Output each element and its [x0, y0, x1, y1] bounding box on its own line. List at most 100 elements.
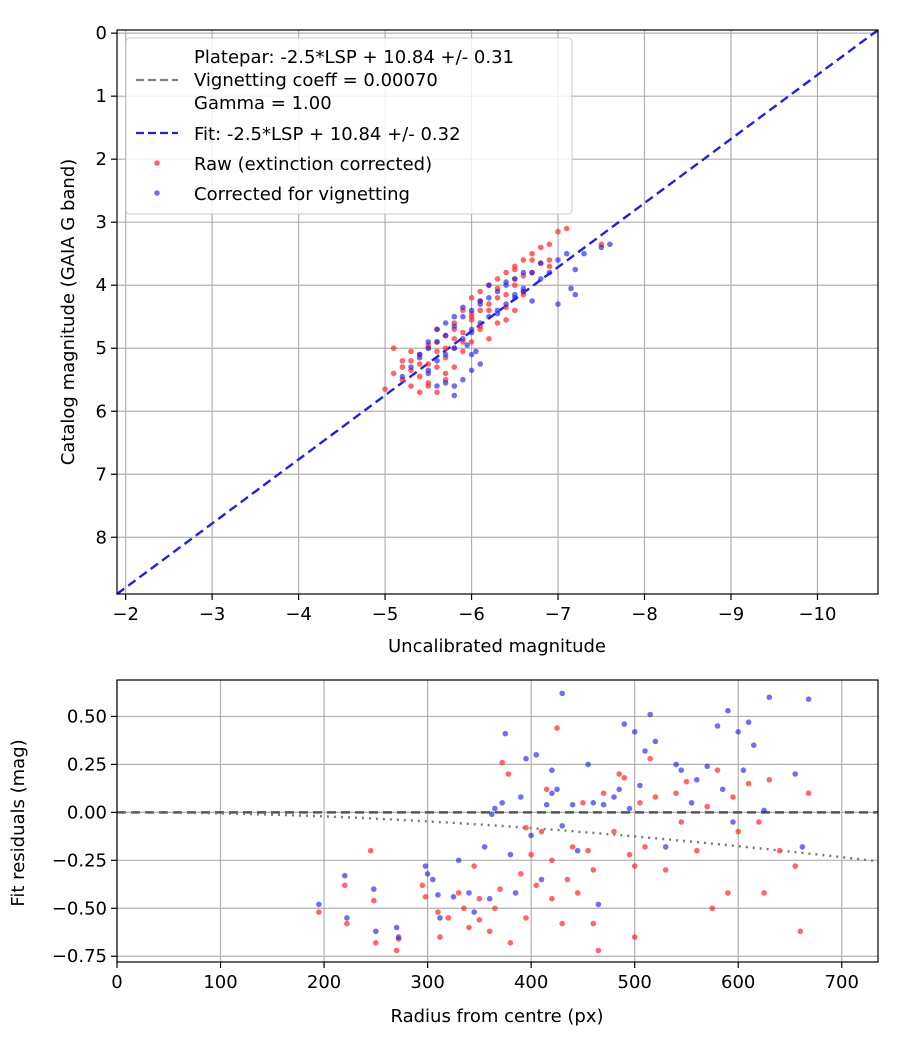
- raw-point: [492, 905, 498, 912]
- legend-fit-label: Fit: -2.5*LSP + 10.84 +/- 0.32: [194, 124, 461, 145]
- raw-point: [494, 320, 501, 326]
- raw-point: [637, 800, 643, 806]
- raw-point: [543, 786, 550, 793]
- corrected-point: [647, 711, 653, 718]
- corrected-point: [434, 383, 440, 389]
- corrected-point: [642, 748, 648, 754]
- raw-point: [390, 370, 397, 377]
- raw-point: [512, 282, 518, 289]
- y-tick-label: 1: [96, 86, 107, 107]
- raw-point: [546, 257, 553, 263]
- raw-point: [486, 928, 493, 935]
- bottom-grid: [116, 680, 878, 962]
- raw-point: [546, 241, 553, 248]
- raw-point: [505, 771, 512, 777]
- raw-point: [626, 851, 633, 858]
- x-tick-label: 400: [514, 972, 548, 993]
- corrected-point: [503, 301, 509, 307]
- raw-point: [437, 934, 443, 940]
- raw-point: [342, 882, 348, 889]
- raw-point: [477, 288, 484, 295]
- corrected-point: [590, 800, 597, 806]
- x-tick-label: −3: [199, 604, 226, 625]
- x-tick-label: −9: [718, 604, 745, 625]
- corrected-point: [477, 298, 484, 304]
- legend-platepar-line-1: Platepar: -2.5*LSP + 10.84 +/- 0.31: [194, 47, 514, 68]
- raw-point: [476, 895, 483, 902]
- raw-point: [595, 947, 602, 954]
- raw-point: [585, 847, 591, 854]
- corrected-point: [555, 257, 561, 263]
- corrected-point: [371, 886, 377, 892]
- corrected-point: [451, 383, 458, 389]
- corrected-point: [316, 901, 322, 908]
- corrected-point: [730, 819, 736, 825]
- corrected-point: [471, 909, 478, 915]
- raw-point: [399, 358, 406, 364]
- x-tick-label: 500: [618, 972, 652, 993]
- y-tick-label: 8: [96, 527, 107, 548]
- y-tick-label: 6: [96, 401, 107, 422]
- raw-point: [486, 336, 492, 342]
- raw-point: [399, 364, 406, 370]
- corrected-point: [425, 339, 432, 345]
- raw-point: [533, 882, 540, 889]
- raw-point: [373, 940, 379, 946]
- raw-point: [642, 844, 648, 850]
- y-tick-label: 0.00: [67, 802, 107, 823]
- raw-point: [766, 777, 773, 783]
- legend-raw-marker: [154, 160, 160, 166]
- raw-point: [569, 844, 576, 850]
- bottom-x-axis-label: Radius from centre (px): [390, 1006, 603, 1027]
- corrected-point: [481, 844, 488, 850]
- raw-point: [503, 291, 509, 298]
- corrected-point: [520, 285, 527, 292]
- raw-point: [486, 307, 492, 314]
- legend-platepar-line-2: Vignetting coeff = 0.00070: [194, 70, 438, 91]
- raw-point: [559, 920, 565, 927]
- x-tick-label: −10: [798, 604, 836, 625]
- corrected-point: [486, 895, 493, 902]
- raw-point: [476, 917, 483, 923]
- corrected-point: [533, 752, 540, 758]
- raw-point: [563, 225, 570, 232]
- raw-point: [621, 775, 628, 781]
- top-plot-frame: [116, 29, 879, 595]
- corrected-point: [451, 392, 458, 399]
- corrected-point: [574, 847, 581, 854]
- corrected-point: [616, 786, 622, 793]
- bottom-reference-lines: [117, 811, 879, 863]
- corrected-point: [344, 915, 350, 921]
- corrected-point: [460, 336, 466, 342]
- corrected-point: [631, 729, 638, 735]
- corrected-point: [585, 761, 591, 768]
- corrected-point: [637, 782, 643, 789]
- corrected-point: [549, 767, 555, 773]
- corrected-point: [678, 767, 685, 773]
- corrected-point: [554, 786, 560, 793]
- corrected-point: [572, 291, 579, 298]
- raw-point: [647, 755, 653, 762]
- corrected-point: [559, 823, 565, 829]
- top-points: [382, 225, 613, 399]
- raw-point: [371, 897, 377, 904]
- raw-point: [683, 778, 690, 785]
- raw-point: [466, 924, 472, 931]
- corrected-point: [725, 707, 731, 714]
- corrected-point: [563, 250, 570, 257]
- raw-point: [419, 882, 426, 889]
- legend-platepar-line-3: Gamma = 1.00: [194, 93, 332, 114]
- corrected-point: [466, 890, 472, 896]
- raw-point: [529, 250, 535, 257]
- top-x-ticks: −2 −3 −4 −5 −6 −7 −8 −9 −10: [112, 594, 836, 625]
- raw-point: [694, 847, 700, 854]
- corrected-point: [460, 376, 466, 383]
- corrected-point: [512, 890, 519, 896]
- x-tick-label: −4: [285, 604, 312, 625]
- raw-point: [611, 828, 617, 835]
- raw-point: [631, 863, 638, 869]
- corrected-point: [502, 730, 509, 737]
- x-tick-label: 0: [111, 972, 122, 993]
- corrected-point: [537, 260, 544, 267]
- corrected-point: [342, 872, 348, 879]
